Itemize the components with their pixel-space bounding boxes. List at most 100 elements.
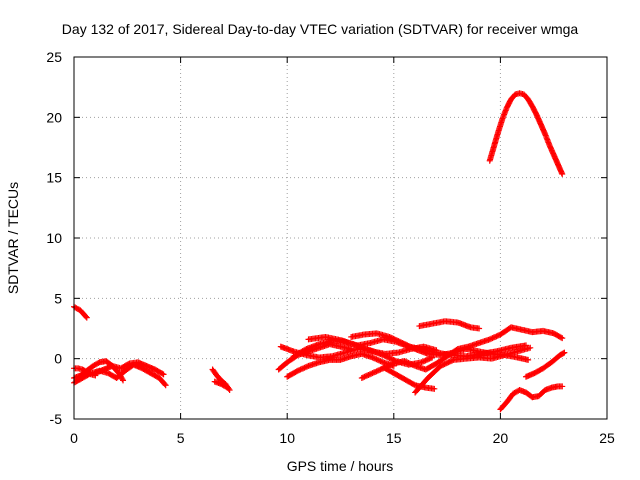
- data-point: [302, 364, 309, 371]
- data-point: [404, 359, 411, 366]
- data-point: [388, 361, 395, 368]
- data-point: [558, 334, 565, 341]
- data-point: [370, 355, 377, 362]
- data-point: [561, 349, 568, 356]
- data-point: [449, 357, 456, 364]
- data-point: [373, 356, 380, 363]
- data-point: [159, 370, 166, 377]
- data-point: [494, 332, 501, 339]
- data-point: [373, 368, 380, 375]
- data-point: [431, 385, 438, 392]
- data-point: [304, 363, 311, 370]
- y-tick-label: 20: [46, 109, 62, 125]
- data-point: [389, 361, 396, 368]
- data-point: [418, 359, 425, 366]
- data-point: [492, 333, 499, 340]
- data-point: [401, 358, 408, 365]
- data-point: [560, 350, 567, 357]
- x-tick-label: 10: [279, 430, 295, 446]
- y-tick-label: 10: [46, 230, 62, 246]
- data-series-track-16: [412, 352, 532, 396]
- data-point: [125, 361, 132, 368]
- data-point: [297, 366, 304, 373]
- data-point: [386, 362, 393, 369]
- data-series-track-1: [71, 303, 90, 321]
- data-point: [488, 335, 495, 342]
- data-point: [476, 325, 483, 332]
- data-point: [83, 314, 90, 321]
- data-point: [372, 368, 379, 375]
- data-point: [372, 355, 379, 362]
- data-point: [374, 356, 381, 363]
- data-point: [369, 370, 376, 377]
- axis-ticks: [73, 56, 608, 420]
- x-tick-label: 25: [599, 430, 615, 446]
- data-point: [425, 356, 432, 363]
- data-points: [71, 90, 568, 413]
- data-point: [525, 356, 532, 363]
- tick-labels: 0 5 10 15 20 25 -5 0 5 10 15 20 25: [46, 49, 615, 446]
- x-tick-label: 15: [386, 430, 402, 446]
- data-point: [369, 354, 376, 361]
- y-axis-title: SDTVAR / TECUs: [5, 182, 21, 294]
- data-point: [409, 361, 416, 368]
- data-point: [365, 371, 372, 378]
- data-point: [408, 361, 415, 368]
- data-point: [119, 376, 126, 383]
- data-point: [559, 335, 566, 342]
- data-series-track-15: [380, 364, 438, 392]
- data-point: [405, 359, 412, 366]
- data-point: [300, 365, 307, 372]
- data-point: [294, 367, 301, 374]
- data-point: [559, 171, 566, 178]
- data-point: [422, 357, 429, 364]
- data-series-track-19: [497, 383, 566, 413]
- data-point: [419, 358, 426, 365]
- x-axis-title: GPS time / hours: [287, 458, 394, 474]
- data-point: [374, 367, 381, 374]
- data-point: [376, 357, 383, 364]
- data-point: [361, 373, 368, 380]
- data-series-track-4: [92, 359, 167, 378]
- data-point: [493, 333, 500, 340]
- data-point: [490, 334, 497, 341]
- data-point: [120, 377, 127, 384]
- data-series-track-7: [211, 378, 231, 391]
- data-point: [364, 372, 371, 379]
- data-point: [362, 373, 369, 380]
- data-point: [527, 344, 534, 351]
- data-point: [376, 367, 383, 374]
- y-tick-label: -5: [50, 411, 63, 427]
- data-point: [301, 364, 308, 371]
- data-point: [370, 369, 377, 376]
- data-point: [489, 335, 496, 342]
- chart-title: Day 132 of 2017, Sidereal Day-to-day VTE…: [62, 21, 579, 37]
- data-point: [296, 367, 303, 374]
- y-tick-label: 25: [46, 49, 62, 65]
- data-point: [421, 358, 428, 365]
- data-point: [378, 358, 385, 365]
- data-point: [410, 362, 417, 369]
- data-point: [360, 374, 367, 381]
- data-point: [377, 358, 384, 365]
- data-point: [298, 365, 305, 372]
- data-point: [402, 358, 409, 365]
- data-point: [368, 370, 375, 377]
- y-tick-label: 0: [54, 351, 62, 367]
- x-tick-label: 20: [493, 430, 509, 446]
- data-point: [162, 382, 169, 389]
- x-tick-label: 0: [70, 430, 78, 446]
- data-series-track-17: [416, 318, 483, 332]
- data-point: [559, 383, 566, 390]
- data-point: [161, 381, 168, 388]
- data-point: [223, 383, 230, 390]
- data-point: [406, 360, 413, 367]
- x-tick-label: 5: [177, 430, 185, 446]
- y-tick-label: 5: [54, 290, 62, 306]
- data-point: [423, 356, 430, 363]
- y-tick-label: 15: [46, 170, 62, 186]
- data-point: [358, 374, 365, 381]
- data-series-track-18: [486, 90, 566, 178]
